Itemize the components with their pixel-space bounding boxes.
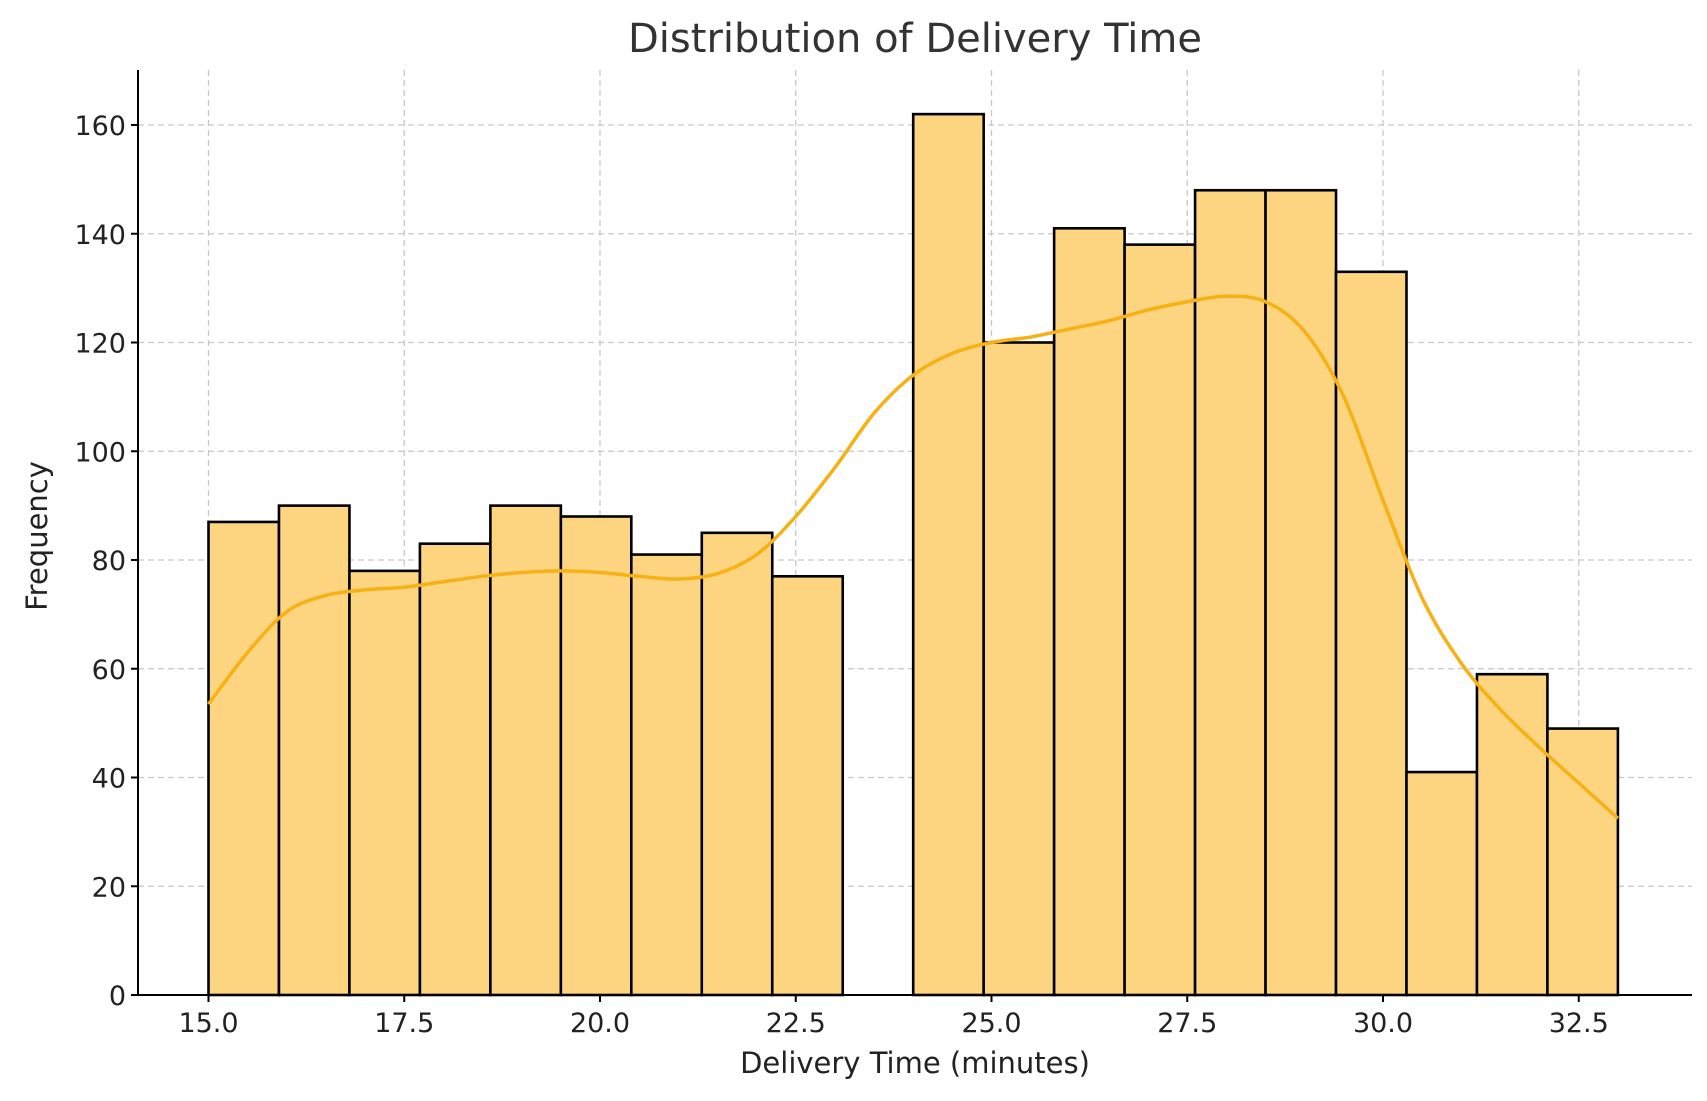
histogram-bars xyxy=(207,112,1620,997)
histogram-bar xyxy=(630,553,704,997)
y-tick-label: 40 xyxy=(92,764,126,795)
x-tick-label: 30.0 xyxy=(1353,1008,1413,1039)
y-tick-label: 160 xyxy=(74,111,126,142)
kde-curve xyxy=(207,294,1620,820)
x-tick-label: 20.0 xyxy=(570,1008,630,1039)
y-tick-label: 140 xyxy=(74,220,126,251)
histogram-bar xyxy=(1193,188,1267,997)
x-tick-label: 27.5 xyxy=(1157,1008,1217,1039)
x-tick-label: 17.5 xyxy=(374,1008,434,1039)
histogram-bar xyxy=(277,504,351,997)
x-tick-label: 32.5 xyxy=(1549,1008,1609,1039)
histogram-bar xyxy=(418,542,492,997)
histogram-bar xyxy=(559,515,633,997)
y-tick-label: 100 xyxy=(74,437,126,468)
y-tick-label: 20 xyxy=(92,872,126,903)
histogram-bar xyxy=(1123,243,1197,997)
x-tick-label: 15.0 xyxy=(178,1008,238,1039)
histogram-bar xyxy=(1475,672,1549,997)
x-axis-label: Delivery Time (minutes) xyxy=(740,1046,1090,1080)
histogram-bar xyxy=(1546,727,1620,997)
histogram-bar xyxy=(207,520,281,997)
histogram-bar xyxy=(1405,770,1479,997)
histogram-bar xyxy=(700,531,774,997)
y-tick-label: 0 xyxy=(109,981,126,1012)
histogram-bar xyxy=(1052,227,1126,997)
histogram-bar xyxy=(1264,188,1338,997)
y-tick-label: 80 xyxy=(92,546,126,577)
histogram-bar xyxy=(982,341,1056,997)
x-tick-label: 25.0 xyxy=(961,1008,1021,1039)
chart-title: Distribution of Delivery Time xyxy=(628,16,1202,62)
x-axis-ticks: 15.0 17.5 20.0 22.5 25.0 27.5 30.0 32.5 xyxy=(178,995,1609,1039)
y-axis-label: Frequency xyxy=(20,461,54,611)
histogram-bar xyxy=(1334,270,1408,997)
x-tick-label: 22.5 xyxy=(766,1008,826,1039)
histogram-bar xyxy=(770,575,845,997)
y-tick-label: 120 xyxy=(74,329,126,360)
y-axis-ticks: 0 20 40 60 80 100 120 140 160 xyxy=(74,111,138,1012)
histogram-bar xyxy=(911,112,985,997)
histogram-bar xyxy=(489,504,563,997)
y-tick-label: 60 xyxy=(92,655,126,686)
histogram-bar xyxy=(348,569,422,997)
